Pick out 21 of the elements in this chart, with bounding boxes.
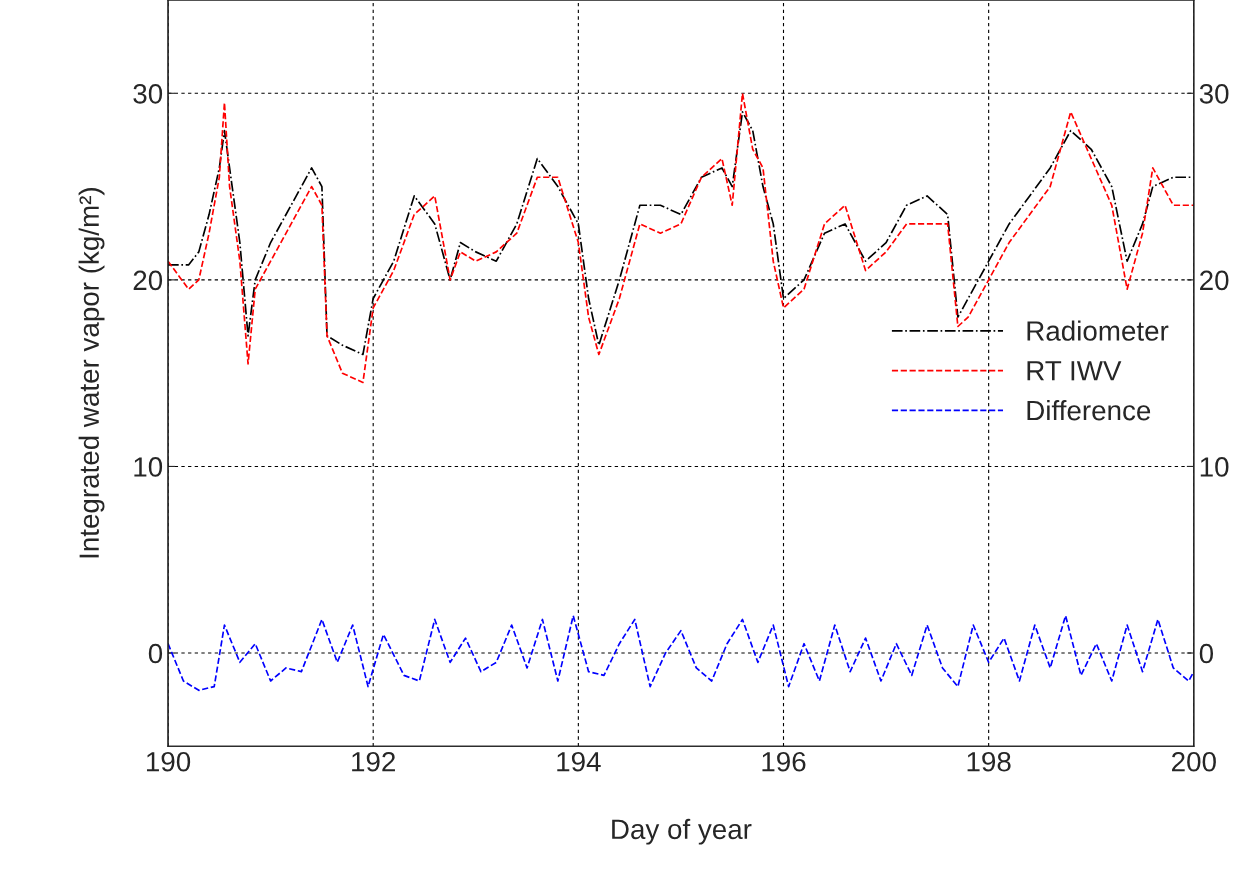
y-tick-label: 20 bbox=[133, 270, 163, 291]
x-tick-label: 192 bbox=[352, 751, 395, 772]
x-tick-label: 196 bbox=[762, 751, 806, 772]
x-tick-label: 190 bbox=[146, 751, 191, 772]
x-axis-title: Day of year bbox=[612, 818, 752, 845]
y2-tick-label: 0 bbox=[1199, 643, 1214, 664]
y2-tick-label: 20 bbox=[1200, 270, 1229, 291]
line-series bbox=[168, 614, 1194, 692]
y-axis-title: Integrated water vapor (kg/m²) bbox=[78, 188, 105, 558]
y-tick-label: 10 bbox=[134, 457, 163, 477]
y-tick-label: 0 bbox=[148, 643, 163, 664]
y2-tick-label: 30 bbox=[1199, 83, 1229, 104]
legend-label: Difference bbox=[1027, 399, 1151, 421]
x-tick-label: 200 bbox=[1172, 751, 1216, 772]
x-tick-label: 198 bbox=[967, 751, 1011, 772]
y2-tick-label: 10 bbox=[1200, 457, 1229, 477]
line-series bbox=[168, 92, 1194, 384]
y-tick-label: 30 bbox=[133, 83, 163, 104]
x-tick-label: 194 bbox=[557, 751, 601, 772]
legend-label: Radiometer bbox=[1027, 320, 1169, 341]
legend-label: RT IWV bbox=[1027, 361, 1122, 381]
